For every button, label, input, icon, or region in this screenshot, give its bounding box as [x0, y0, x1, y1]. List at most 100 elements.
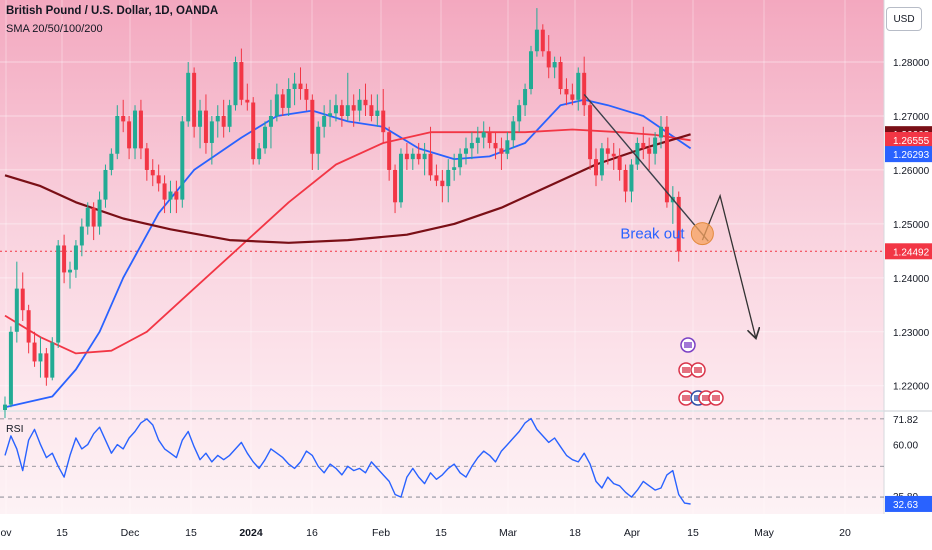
candle — [62, 234, 67, 284]
candle-body — [20, 288, 25, 311]
candle-body — [192, 72, 197, 127]
candle-body — [458, 153, 463, 168]
candle-body — [576, 72, 581, 100]
event-icons[interactable] — [678, 337, 724, 406]
candle-body — [292, 83, 297, 90]
price-label-box — [885, 131, 932, 148]
candle — [79, 218, 84, 257]
candle — [233, 56, 238, 111]
candle — [280, 89, 285, 116]
candle — [641, 126, 646, 160]
candle-body — [517, 105, 522, 122]
price-label-box — [885, 243, 932, 260]
y-tick-label: 1.22000 — [893, 382, 930, 393]
candle — [410, 148, 415, 170]
candle-body — [156, 175, 161, 184]
candle-body — [552, 62, 557, 68]
candle — [115, 105, 120, 160]
candle-body — [150, 169, 155, 176]
currency-button[interactable]: USD — [886, 7, 922, 31]
candle-body — [410, 153, 415, 160]
candle-body — [162, 183, 167, 200]
candle — [257, 142, 262, 165]
candle-body — [511, 121, 516, 141]
candle — [198, 99, 203, 149]
candle-body — [239, 62, 244, 100]
candle-body — [109, 153, 114, 170]
candle-body — [50, 342, 55, 378]
candle-body — [174, 191, 179, 200]
candle — [576, 67, 581, 111]
candle — [14, 261, 19, 343]
x-tick-label: 18 — [569, 527, 581, 539]
candle-body — [221, 115, 226, 127]
candle — [109, 148, 114, 176]
candle — [215, 105, 220, 138]
flag-icon-fill — [682, 367, 690, 373]
candle-body — [328, 113, 333, 116]
candle — [440, 169, 445, 203]
x-tick-label: May — [754, 527, 775, 539]
candle — [121, 99, 126, 133]
price-label-box — [885, 146, 932, 163]
price-label: 1.26293 — [893, 150, 930, 161]
candle-body — [14, 288, 19, 332]
y-tick-label: 1.24000 — [893, 274, 930, 285]
candle — [540, 24, 545, 57]
y-tick-label: 1.25000 — [893, 220, 930, 231]
candle — [611, 142, 616, 170]
candle — [452, 153, 457, 181]
rsi-value-label: 32.63 — [893, 500, 918, 511]
candle-body — [398, 153, 403, 203]
indicator-legend[interactable]: SMA 20/50/100/200 — [6, 23, 103, 35]
candle — [180, 115, 185, 208]
candle-body — [85, 207, 90, 227]
candle — [493, 132, 498, 160]
candle — [304, 83, 309, 111]
candle-body — [257, 148, 262, 160]
candle-body — [653, 137, 658, 154]
candle-body — [115, 115, 120, 154]
candle-body — [227, 105, 232, 127]
candle-body — [611, 153, 616, 157]
candle-body — [274, 94, 279, 116]
candle-body — [251, 102, 256, 160]
candle — [623, 164, 628, 203]
candle — [85, 202, 90, 235]
candle-body — [617, 156, 622, 170]
candle-body — [588, 105, 593, 160]
candle — [133, 105, 138, 160]
price-label: 1.26555 — [893, 136, 930, 147]
candle — [635, 137, 640, 170]
candle — [192, 67, 197, 138]
candle-body — [422, 153, 427, 160]
breakout-circle — [690, 222, 714, 246]
candle-body — [523, 89, 528, 106]
candle-body — [133, 110, 138, 149]
candle — [286, 78, 291, 116]
candle-body — [469, 142, 474, 149]
flag-icon-fill — [682, 395, 690, 401]
candle — [599, 142, 604, 181]
x-tick-label: Dec — [121, 527, 140, 539]
candle — [523, 83, 528, 116]
candle — [469, 132, 474, 160]
candle — [328, 99, 333, 127]
candle — [168, 180, 173, 214]
candle — [50, 337, 55, 381]
flag-icon-fill — [694, 395, 702, 401]
y-tick-label: 1.26000 — [893, 166, 930, 177]
candle — [416, 142, 421, 165]
main-pane-background — [0, 0, 884, 410]
candle — [375, 94, 380, 127]
candle-body — [268, 115, 273, 127]
candle-body — [558, 62, 563, 90]
rsi-value-box — [885, 495, 932, 512]
candle — [26, 304, 31, 354]
rsi-label[interactable]: RSI — [6, 423, 24, 435]
candle-body — [635, 142, 640, 165]
x-tick-label: 15 — [687, 527, 699, 539]
candle-body — [310, 99, 315, 154]
candle — [127, 115, 132, 160]
